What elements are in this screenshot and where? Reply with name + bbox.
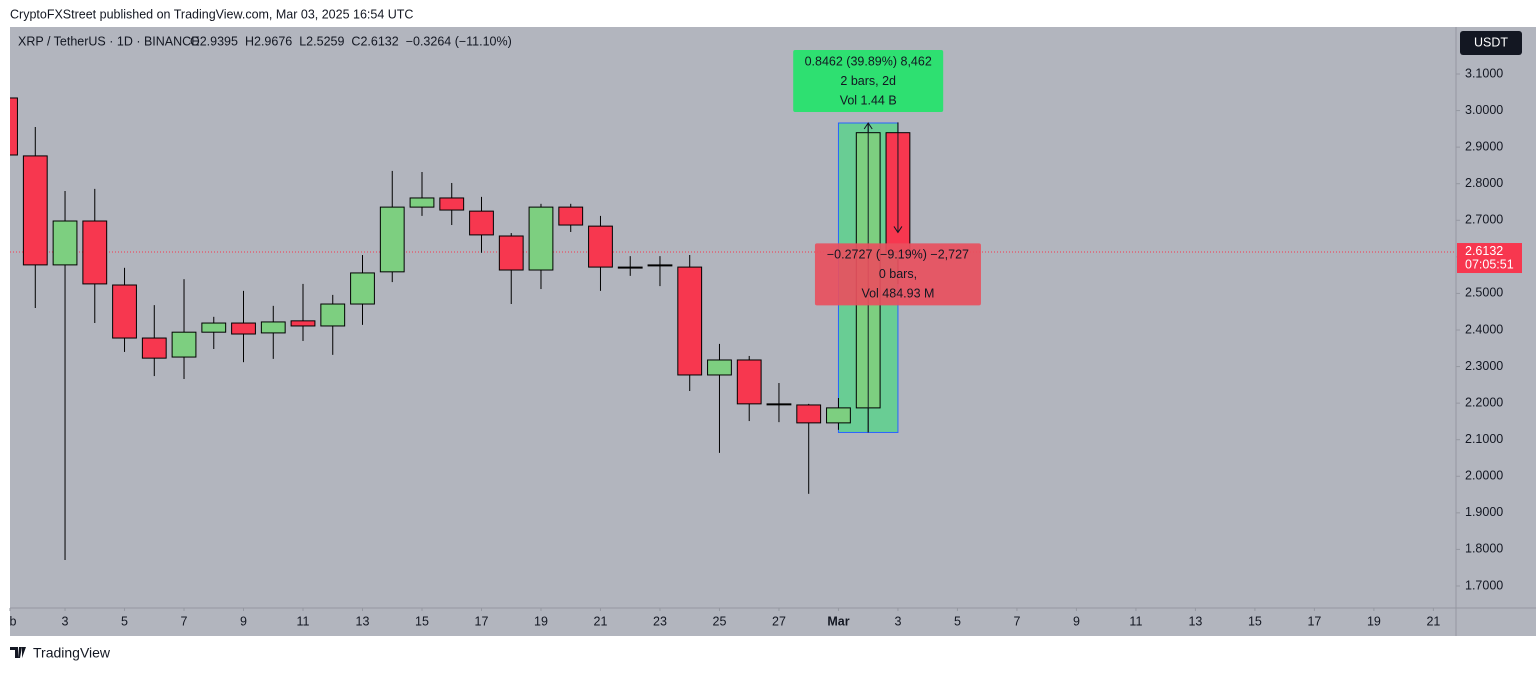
ohlc-value: O2.9395 xyxy=(190,34,238,48)
candle-body xyxy=(379,206,405,273)
brand: TradingView xyxy=(33,645,111,661)
arrow-head xyxy=(863,122,873,130)
x-tick-label: 25 xyxy=(713,614,727,628)
candle-body xyxy=(231,322,256,335)
y-tick-label: 2.5000 xyxy=(1465,286,1503,300)
y-tick-label: 3.1000 xyxy=(1465,66,1503,80)
x-tick-label: 11 xyxy=(297,614,310,628)
x-tick-label: 7 xyxy=(1013,614,1020,628)
symbol-title: XRP / TetherUS · 1D · BINANCE xyxy=(18,34,200,48)
arrow-head xyxy=(893,226,903,234)
candle-body xyxy=(647,264,673,267)
y-tick-label: 2.9000 xyxy=(1465,139,1503,153)
x-tick-label: 19 xyxy=(1367,614,1381,628)
candle-body xyxy=(112,284,137,339)
candle-body xyxy=(350,272,375,305)
candle-body xyxy=(439,197,465,211)
countdown: 07:05:51 xyxy=(1465,257,1514,271)
candle-body xyxy=(52,220,78,266)
measure-label: 2 bars, 2d xyxy=(840,74,896,88)
candle-body xyxy=(796,404,822,424)
x-tick-label: 15 xyxy=(415,614,429,628)
candle-body xyxy=(260,321,286,334)
candle-body xyxy=(677,266,703,376)
currency-badge xyxy=(1460,31,1522,55)
x-tick-label: 9 xyxy=(1073,614,1080,628)
currency: USDT xyxy=(1474,35,1508,49)
x-tick-label: 3 xyxy=(894,614,901,628)
x-tick-label: 17 xyxy=(475,614,489,628)
y-tick-label: 2.8000 xyxy=(1465,176,1503,190)
candle-body xyxy=(617,266,643,269)
x-tick-label: 9 xyxy=(240,614,247,628)
last-price-label: 2.6132 xyxy=(1465,244,1503,258)
ohlc-value: −0.3264 (−11.10%) xyxy=(406,34,512,48)
candle-body xyxy=(141,337,167,359)
x-tick-label: 23 xyxy=(653,614,667,628)
x-tick-label: b xyxy=(10,614,17,628)
publisher: CryptoFXStreet published on TradingView.… xyxy=(10,7,413,21)
y-tick-label: 1.7000 xyxy=(1465,578,1503,592)
y-tick-label: 2.7000 xyxy=(1465,213,1503,227)
y-tick-label: 1.9000 xyxy=(1465,505,1503,519)
y-tick-label: 3.0000 xyxy=(1465,103,1503,117)
x-tick-label: 13 xyxy=(1188,614,1202,628)
candle-body xyxy=(528,206,554,271)
y-tick-label: 2.4000 xyxy=(1465,322,1503,336)
x-tick-label: 11 xyxy=(1129,614,1142,628)
x-tick-label: 13 xyxy=(356,614,370,628)
x-tick-label: 3 xyxy=(62,614,69,628)
x-tick-label: 27 xyxy=(772,614,786,628)
candle-body xyxy=(201,322,227,333)
x-tick-label: 17 xyxy=(1307,614,1321,628)
x-tick-label: 21 xyxy=(1426,614,1440,628)
measure-label: 0.8462 (39.89%) 8,462 xyxy=(805,54,932,68)
measure-label: Vol 484.93 M xyxy=(861,287,934,301)
x-tick-label: 21 xyxy=(594,614,608,628)
candle-body xyxy=(498,235,524,271)
ohlc-value: H2.9676 xyxy=(245,34,292,48)
x-tick-label: 19 xyxy=(534,614,548,628)
ohlc-value: C2.6132 xyxy=(351,34,398,48)
candle-body xyxy=(558,206,584,226)
x-tick-label: 5 xyxy=(954,614,961,628)
logo xyxy=(10,647,26,658)
candle-body xyxy=(82,220,108,285)
x-tick-label: 15 xyxy=(1248,614,1262,628)
x-tick-label: 7 xyxy=(181,614,188,628)
candle-body xyxy=(10,97,18,156)
measure-label-box xyxy=(793,49,944,112)
x-tick-label: Mar xyxy=(827,614,849,628)
candle-body xyxy=(409,197,435,208)
measure-label: −0.2727 (−9.19%) −2,727 xyxy=(827,248,969,262)
candle-body xyxy=(707,359,732,376)
y-tick-label: 2.3000 xyxy=(1465,359,1503,373)
ohlc-value: L2.5259 xyxy=(299,34,344,48)
y-tick-label: 1.8000 xyxy=(1465,542,1503,556)
candle-body xyxy=(826,407,851,424)
last-price-badge xyxy=(1457,243,1522,274)
candle-body xyxy=(736,359,762,405)
measure-label: Vol 1.44 B xyxy=(840,93,897,107)
measure-label-box xyxy=(814,243,981,306)
candle-body xyxy=(588,225,613,268)
y-tick-label: 2.2000 xyxy=(1465,395,1503,409)
candle-body xyxy=(22,155,48,266)
x-tick-label: 5 xyxy=(121,614,128,628)
candle-body xyxy=(290,320,316,327)
y-tick-label: 2.1000 xyxy=(1465,432,1503,446)
candle-body xyxy=(469,210,494,236)
candle-body xyxy=(320,303,346,327)
y-tick-label: 2.0000 xyxy=(1465,469,1503,483)
candle-body xyxy=(766,403,792,406)
candle-body xyxy=(171,331,197,358)
measure-label: 0 bars, xyxy=(879,267,917,281)
